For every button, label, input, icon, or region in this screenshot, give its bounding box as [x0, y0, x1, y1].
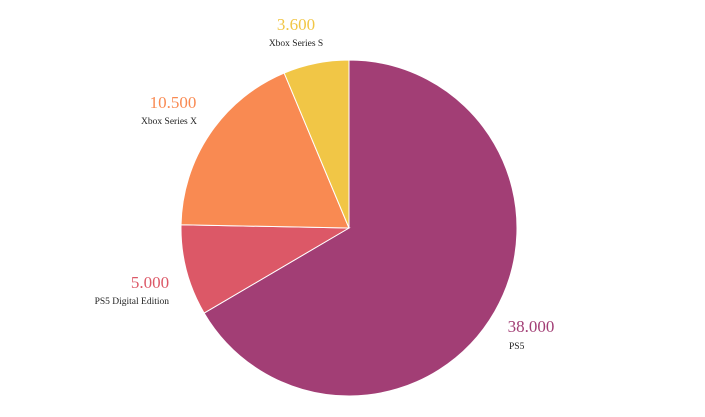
slice-value-label: 38.000 — [508, 317, 555, 336]
slice-name-label: PS5 Digital Edition — [95, 297, 170, 307]
pie-slice-xbox-series-s[interactable] — [283, 59, 350, 229]
pie-slices — [180, 59, 518, 397]
pie-labels: 38.000 PS5 5.000 PS5 Digital Edition 10.500 X… — [95, 15, 555, 352]
slice-name-label: Xbox Series S — [269, 39, 323, 49]
pie-slice-ps5[interactable] — [203, 59, 518, 397]
slice-value-label: 10.500 — [150, 93, 197, 112]
pie-slice-xbox-series-x[interactable] — [180, 72, 350, 229]
slice-name-label: Xbox Series X — [141, 117, 197, 127]
slice-value-label: 5.000 — [131, 273, 169, 292]
slice-value-label: 3.600 — [277, 15, 315, 34]
slice-name-label: PS5 — [509, 342, 525, 352]
pie-slice-ps5-digital-edition[interactable] — [180, 224, 351, 314]
